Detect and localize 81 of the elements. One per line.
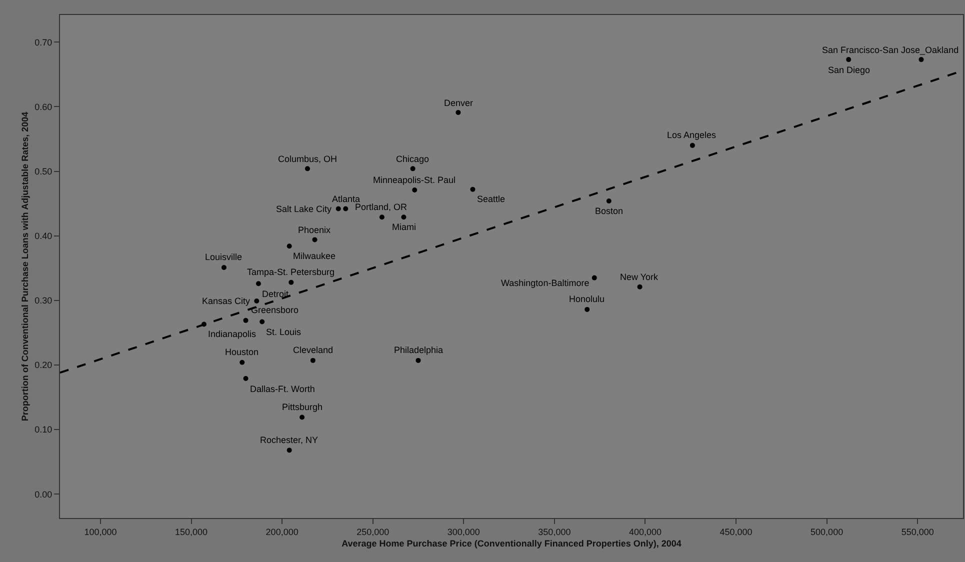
point	[304, 166, 310, 172]
annotation: Denver	[444, 98, 474, 108]
point	[606, 198, 612, 204]
x-tick-label: 450,000	[720, 526, 752, 537]
point	[286, 244, 292, 249]
annotation: Louisville	[205, 252, 242, 262]
annotation: Rochester, NY	[260, 435, 318, 445]
annotation: Indianapolis	[208, 329, 257, 339]
annotation: Phoenix	[298, 225, 332, 235]
y-tick-label: 0.00	[34, 489, 52, 500]
annotation: Philadelphia	[394, 345, 444, 355]
point	[379, 214, 384, 220]
annotation: Pittsburgh	[282, 402, 323, 412]
x-axis-title: Average Home Purchase Price (Conventionally Financed Properties Only), 2004	[342, 538, 682, 549]
annotation: Dallas-Ft. Worth	[250, 384, 315, 394]
annotation: Salt Lake City	[276, 204, 332, 214]
point	[256, 281, 261, 286]
annotation: Houston	[225, 347, 259, 357]
x-tick-label: 250,000	[356, 526, 390, 537]
point	[243, 318, 248, 323]
annotation: Miami	[392, 222, 416, 232]
y-tick-label: 0.50	[34, 166, 52, 176]
annotation: San Diego	[828, 65, 870, 75]
point	[343, 206, 348, 212]
y-tick-label: 0.70	[34, 37, 52, 48]
point	[637, 284, 642, 290]
annotation: Columbus, OH	[278, 154, 338, 164]
point	[918, 57, 924, 62]
point	[221, 264, 226, 270]
y-tick-label: 0.30	[34, 296, 52, 306]
annotation: Tampa-St. Petersburg	[247, 267, 335, 277]
y-tick-label: 0.60	[34, 102, 52, 112]
point	[336, 206, 341, 212]
annotation: St. Louis	[266, 327, 302, 337]
y-tick-label: 0.40	[34, 230, 52, 241]
annotation: San Francisco-San Jose_Oakland	[822, 45, 959, 55]
annotation: Boston	[595, 206, 624, 216]
annotation: Minneapolis-St. Paul	[373, 175, 456, 185]
annotation: Seattle	[477, 194, 506, 204]
annotation: Washington-Baltimore	[501, 278, 590, 288]
annotation: Honolulu	[569, 294, 605, 304]
point	[416, 358, 421, 363]
y-tick-label: 0.10	[34, 424, 52, 435]
annotation: Kansas City	[202, 296, 251, 306]
point	[310, 358, 316, 363]
point	[470, 186, 476, 192]
x-tick-label: 300,000	[447, 526, 480, 537]
annotation: Chicago	[396, 154, 430, 164]
point	[286, 448, 292, 453]
point	[240, 360, 245, 365]
point	[300, 414, 305, 420]
point	[412, 187, 418, 192]
point	[846, 57, 852, 62]
point	[592, 275, 597, 280]
point	[254, 298, 260, 304]
point	[312, 237, 318, 242]
point	[243, 376, 248, 382]
point	[288, 280, 294, 285]
annotation: Greensboro	[251, 305, 299, 315]
point	[260, 319, 265, 324]
y-tick-label: 0.20	[34, 360, 52, 370]
x-tick-label: 150,000	[175, 526, 208, 537]
x-tick-label: 500,000	[810, 526, 844, 537]
annotation: New York	[620, 272, 659, 282]
x-tick-label: 100,000	[84, 526, 117, 537]
annotation: Detroit	[262, 289, 290, 299]
x-tick-label: 400,000	[628, 526, 662, 537]
x-tick-label: 200,000	[266, 526, 298, 537]
point	[456, 110, 461, 115]
annotation: Los Angeles	[667, 130, 717, 140]
y-axis-title: Proportion of Conventional Purchase Loans with Adjustable Rates, 2004	[20, 112, 30, 422]
x-tick-label: 350,000	[538, 526, 571, 537]
point	[690, 142, 695, 148]
point	[401, 214, 406, 220]
annotation: Atlanta	[332, 194, 360, 204]
annotation: Milwaukee	[293, 251, 336, 261]
x-tick-label: 550,000	[901, 526, 934, 537]
point	[410, 166, 416, 172]
annotation: Cleveland	[293, 345, 334, 355]
point	[584, 306, 590, 312]
annotation: Portland, OR	[355, 202, 408, 212]
